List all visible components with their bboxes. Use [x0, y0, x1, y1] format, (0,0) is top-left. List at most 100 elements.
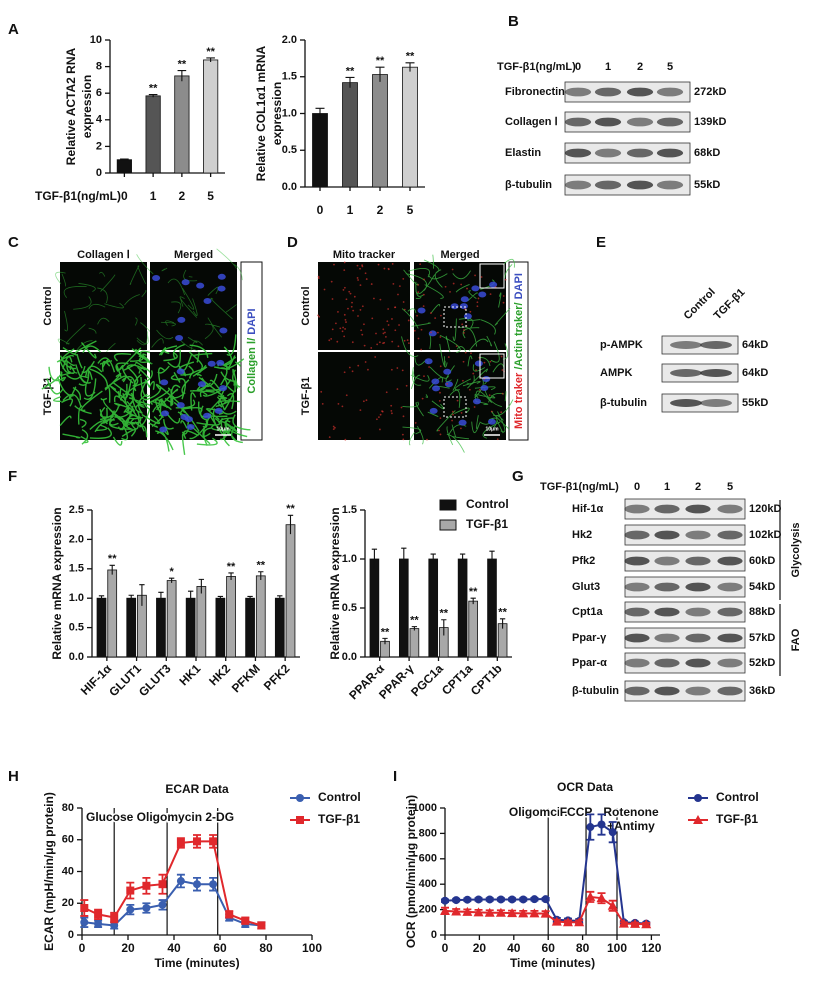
significance: ** — [149, 82, 158, 94]
mito — [398, 324, 400, 326]
mito — [370, 283, 373, 285]
nucleus — [459, 303, 468, 310]
blot-band — [654, 607, 680, 617]
mito — [460, 411, 463, 414]
blot-row-label: AMPK — [600, 367, 632, 379]
chart-title: ECAR Data — [165, 782, 229, 796]
mito — [343, 269, 346, 272]
y-tick-label: 0.5 — [282, 144, 297, 156]
blot-band — [656, 148, 684, 158]
mito — [345, 298, 348, 301]
y-tick-label: 2 — [96, 140, 102, 152]
inset — [479, 353, 505, 379]
blot-band — [654, 504, 680, 514]
y-tick-label: 0.5 — [342, 602, 357, 614]
mito — [417, 337, 420, 340]
panel-letter: H — [8, 768, 19, 785]
blot-band — [717, 607, 743, 617]
mito — [343, 313, 346, 316]
legend-box — [508, 261, 529, 441]
legend-box — [240, 261, 263, 441]
zoom-box — [443, 306, 467, 328]
mito — [496, 438, 499, 441]
legend-part: DAPI — [513, 273, 525, 299]
mito — [468, 388, 471, 391]
blot-band — [717, 582, 743, 592]
mito — [357, 279, 359, 281]
bar — [215, 597, 226, 658]
micrograph — [318, 352, 410, 440]
mito — [475, 369, 477, 371]
x-tick-label: 60 — [213, 941, 227, 955]
mito — [345, 394, 348, 397]
mito — [439, 433, 442, 436]
mito — [361, 265, 364, 268]
y-tick-label: 10 — [90, 34, 102, 46]
mito — [466, 287, 468, 290]
marker — [441, 896, 449, 905]
y-axis-title: Relative COL1α1 mRNA — [254, 45, 268, 181]
error-bar — [499, 618, 506, 629]
error-bar — [98, 595, 105, 601]
marker — [485, 895, 494, 904]
blot-size: 88kD — [749, 606, 775, 618]
blot-band — [626, 117, 654, 127]
blot-band — [624, 556, 650, 566]
chart-title: OCR Data — [557, 780, 613, 794]
x-tick-label: 40 — [167, 941, 181, 955]
mito — [321, 402, 324, 405]
mito — [362, 400, 365, 403]
mito — [401, 433, 404, 436]
marker — [495, 907, 506, 917]
blot-band — [624, 607, 650, 617]
mito — [476, 305, 479, 308]
nucleus — [180, 414, 189, 421]
significance: ** — [498, 607, 507, 619]
marker — [257, 921, 266, 930]
bar — [226, 576, 236, 658]
mito — [390, 404, 393, 407]
nucleus — [217, 285, 226, 292]
bar — [312, 113, 328, 188]
y-tick-label: 200 — [419, 904, 437, 916]
blot-band — [564, 148, 592, 158]
mito — [416, 314, 418, 317]
y-tick-label: 1.0 — [69, 592, 84, 604]
mito — [502, 301, 505, 304]
blot-band — [656, 180, 684, 190]
x-tick-label: CPT1a — [439, 661, 476, 698]
blot-band — [670, 341, 702, 349]
blot-header: TGF-β1(ng/mL) — [540, 481, 619, 493]
legend-label: Control — [318, 790, 361, 804]
y-tick-label: 0 — [431, 929, 437, 941]
marker — [597, 820, 606, 829]
blot-band — [626, 148, 654, 158]
blot-band — [685, 633, 711, 643]
nucleus — [472, 398, 481, 405]
nucleus — [207, 360, 216, 367]
lane-label: 5 — [727, 481, 733, 493]
nucleus — [474, 360, 483, 367]
mito — [359, 267, 361, 270]
y-tick-label: 60 — [62, 834, 74, 846]
mito — [451, 419, 453, 422]
nucleus — [428, 330, 437, 337]
marker — [80, 918, 89, 927]
error-bar — [277, 595, 283, 601]
mito — [423, 278, 425, 281]
mito — [452, 282, 455, 285]
mito — [500, 355, 503, 358]
mito — [379, 298, 382, 301]
nucleus — [417, 307, 426, 314]
error-bar — [470, 597, 476, 605]
x-tick-label: PFKM — [229, 661, 263, 695]
mito — [414, 422, 417, 424]
bar — [96, 597, 107, 658]
nucleus — [443, 368, 452, 375]
bar — [174, 75, 190, 174]
significance: ** — [381, 626, 390, 638]
blot-band — [594, 117, 622, 127]
mito — [439, 391, 441, 394]
nucleus — [424, 358, 433, 365]
y-tick-label: 400 — [419, 878, 437, 890]
